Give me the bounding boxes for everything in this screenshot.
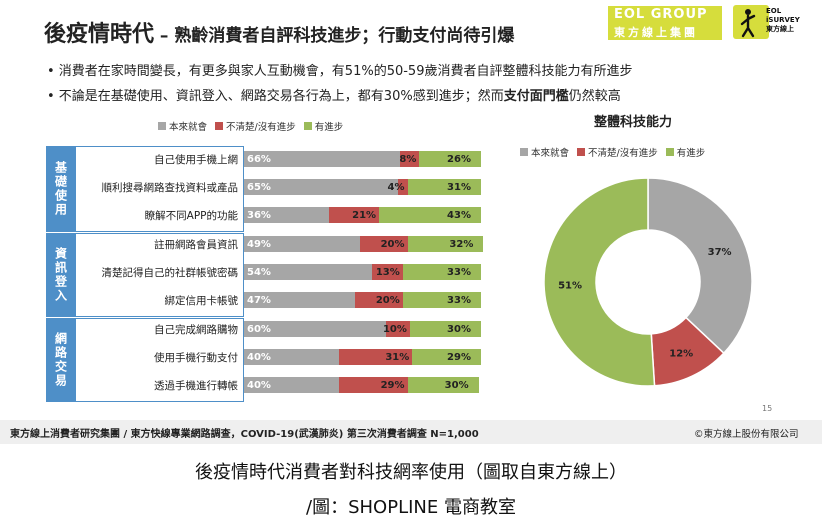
bar-segment-no-progress: 4%: [388, 179, 408, 195]
bar-segment-improved: 31%: [407, 179, 481, 195]
donut-slice: [650, 316, 725, 387]
bar-segment-improved: 33%: [402, 264, 481, 280]
bar-category-label: 清楚記得自己的社群帳號密碼: [101, 267, 239, 279]
donut-slice-label: 51%: [558, 280, 582, 291]
bar-category-label: 自己使用手機上網: [154, 154, 238, 166]
legend-swatch-red: [577, 148, 586, 156]
bar-category-label: 順利搜尋網路查找資料或產品: [101, 182, 239, 194]
bar-segment-existing: 36%: [244, 207, 330, 223]
caption-line-2: /圖：SHOPLINE 電商教室: [306, 497, 516, 518]
caption-line-1: 後疫情時代消費者對科技網率使用（圖取自東方線上）: [195, 462, 627, 483]
bar-category-label: 綁定信用卡帳號: [164, 295, 239, 307]
legend-swatch-red: [215, 122, 224, 130]
donut-slice-label: 12%: [669, 349, 693, 360]
group-label-transaction: 網路交易: [46, 318, 76, 402]
bar-segment-no-progress: 20%: [355, 292, 403, 308]
group-label-login: 資訊登入: [46, 233, 76, 317]
donut-slice: [543, 177, 656, 387]
bar-segment-no-progress: 20%: [360, 236, 408, 252]
legend-label: 有進步: [676, 148, 706, 159]
bar-segment-no-progress: 21%: [329, 207, 380, 223]
bar-segment-existing: 40%: [244, 349, 339, 365]
bar-segment-improved: 30%: [409, 321, 481, 337]
bar-category-label: 使用手機行動支付: [154, 352, 238, 364]
bar-segment-improved: 43%: [379, 207, 481, 223]
bar-segment-existing: 66%: [244, 151, 401, 167]
legend-label: 有進步: [314, 122, 344, 133]
legend-swatch-gray: [158, 122, 166, 130]
bar-legend: 本來就會 不清楚/沒有進步 有進步: [150, 119, 343, 133]
bar-segment-no-progress: 13%: [371, 264, 403, 280]
group-label-basic: 基礎使用: [46, 146, 76, 232]
legend-label: 不清楚/沒有進步: [588, 148, 658, 159]
legend-label: 本來就會: [169, 122, 208, 133]
slide-title: 後疫情時代 – 熟齡消費者自評科技進步；行動支付尚待引爆: [44, 22, 515, 47]
footer-source: 東方線上消費者研究集團 / 東方快線專業網路調查，COVID-19(武漢肺炎) …: [10, 429, 479, 440]
legend-label: 不清楚/沒有進步: [226, 122, 296, 133]
bar-segment-no-progress: 29%: [338, 377, 408, 393]
legend-swatch-gray: [520, 148, 528, 156]
legend-swatch-green: [303, 122, 312, 130]
donut-title: 整體科技能力: [594, 115, 673, 130]
bar-segment-existing: 54%: [244, 264, 372, 280]
bar-category-label: 自己完成網路購物: [154, 324, 238, 336]
bullet-1: • 消費者在家時間變長，有更多與家人互動機會，有51%的50-59歲消費者自評整…: [47, 64, 633, 79]
page-number: 15: [762, 404, 773, 413]
bar-category-label: 註冊網路會員資訊: [154, 239, 238, 251]
bar-segment-improved: 26%: [419, 151, 481, 167]
bar-segment-no-progress: 10%: [383, 321, 410, 337]
eol-group-logo: EOL GROUP 東方線上集團: [608, 6, 722, 40]
bar-segment-existing: 47%: [244, 292, 356, 308]
bar-segment-existing: 60%: [244, 321, 387, 337]
bar-category-label: 瞭解不同APP的功能: [144, 210, 238, 222]
legend-swatch-green: [665, 148, 674, 156]
bar-category-label: 透過手機進行轉帳: [154, 380, 238, 392]
footer-copyright: ©東方線上股份有限公司: [694, 429, 799, 440]
bar-segment-existing: 49%: [244, 236, 361, 252]
legend-label: 本來就會: [531, 148, 570, 159]
bar-segment-improved: 32%: [407, 236, 484, 252]
slide: 後疫情時代 – 熟齡消費者自評科技進步；行動支付尚待引爆 EOL GROUP 東…: [0, 5, 822, 444]
isurvey-logo-text: EOL iSURVEY 東方線上: [766, 7, 800, 33]
footer-bar: [0, 420, 822, 444]
bar-segment-no-progress: 8%: [399, 151, 420, 167]
bar-segment-existing: 40%: [244, 377, 339, 393]
bar-segment-improved: 30%: [407, 377, 479, 393]
bar-segment-no-progress: 31%: [338, 349, 413, 365]
bar-segment-improved: 33%: [402, 292, 481, 308]
isurvey-logo-icon: [733, 5, 769, 39]
donut-slice: [647, 177, 753, 355]
bullet-2: • 不論是在基礎使用、資訊登入、網路交易各行為上，都有30%感到進步；然而支付面…: [47, 89, 621, 104]
bar-segment-existing: 65%: [244, 179, 399, 195]
donut-legend: 本來就會 不清楚/沒有進步 有進步: [520, 145, 705, 159]
donut-slice-label: 37%: [708, 247, 732, 258]
bar-segment-improved: 29%: [412, 349, 481, 365]
